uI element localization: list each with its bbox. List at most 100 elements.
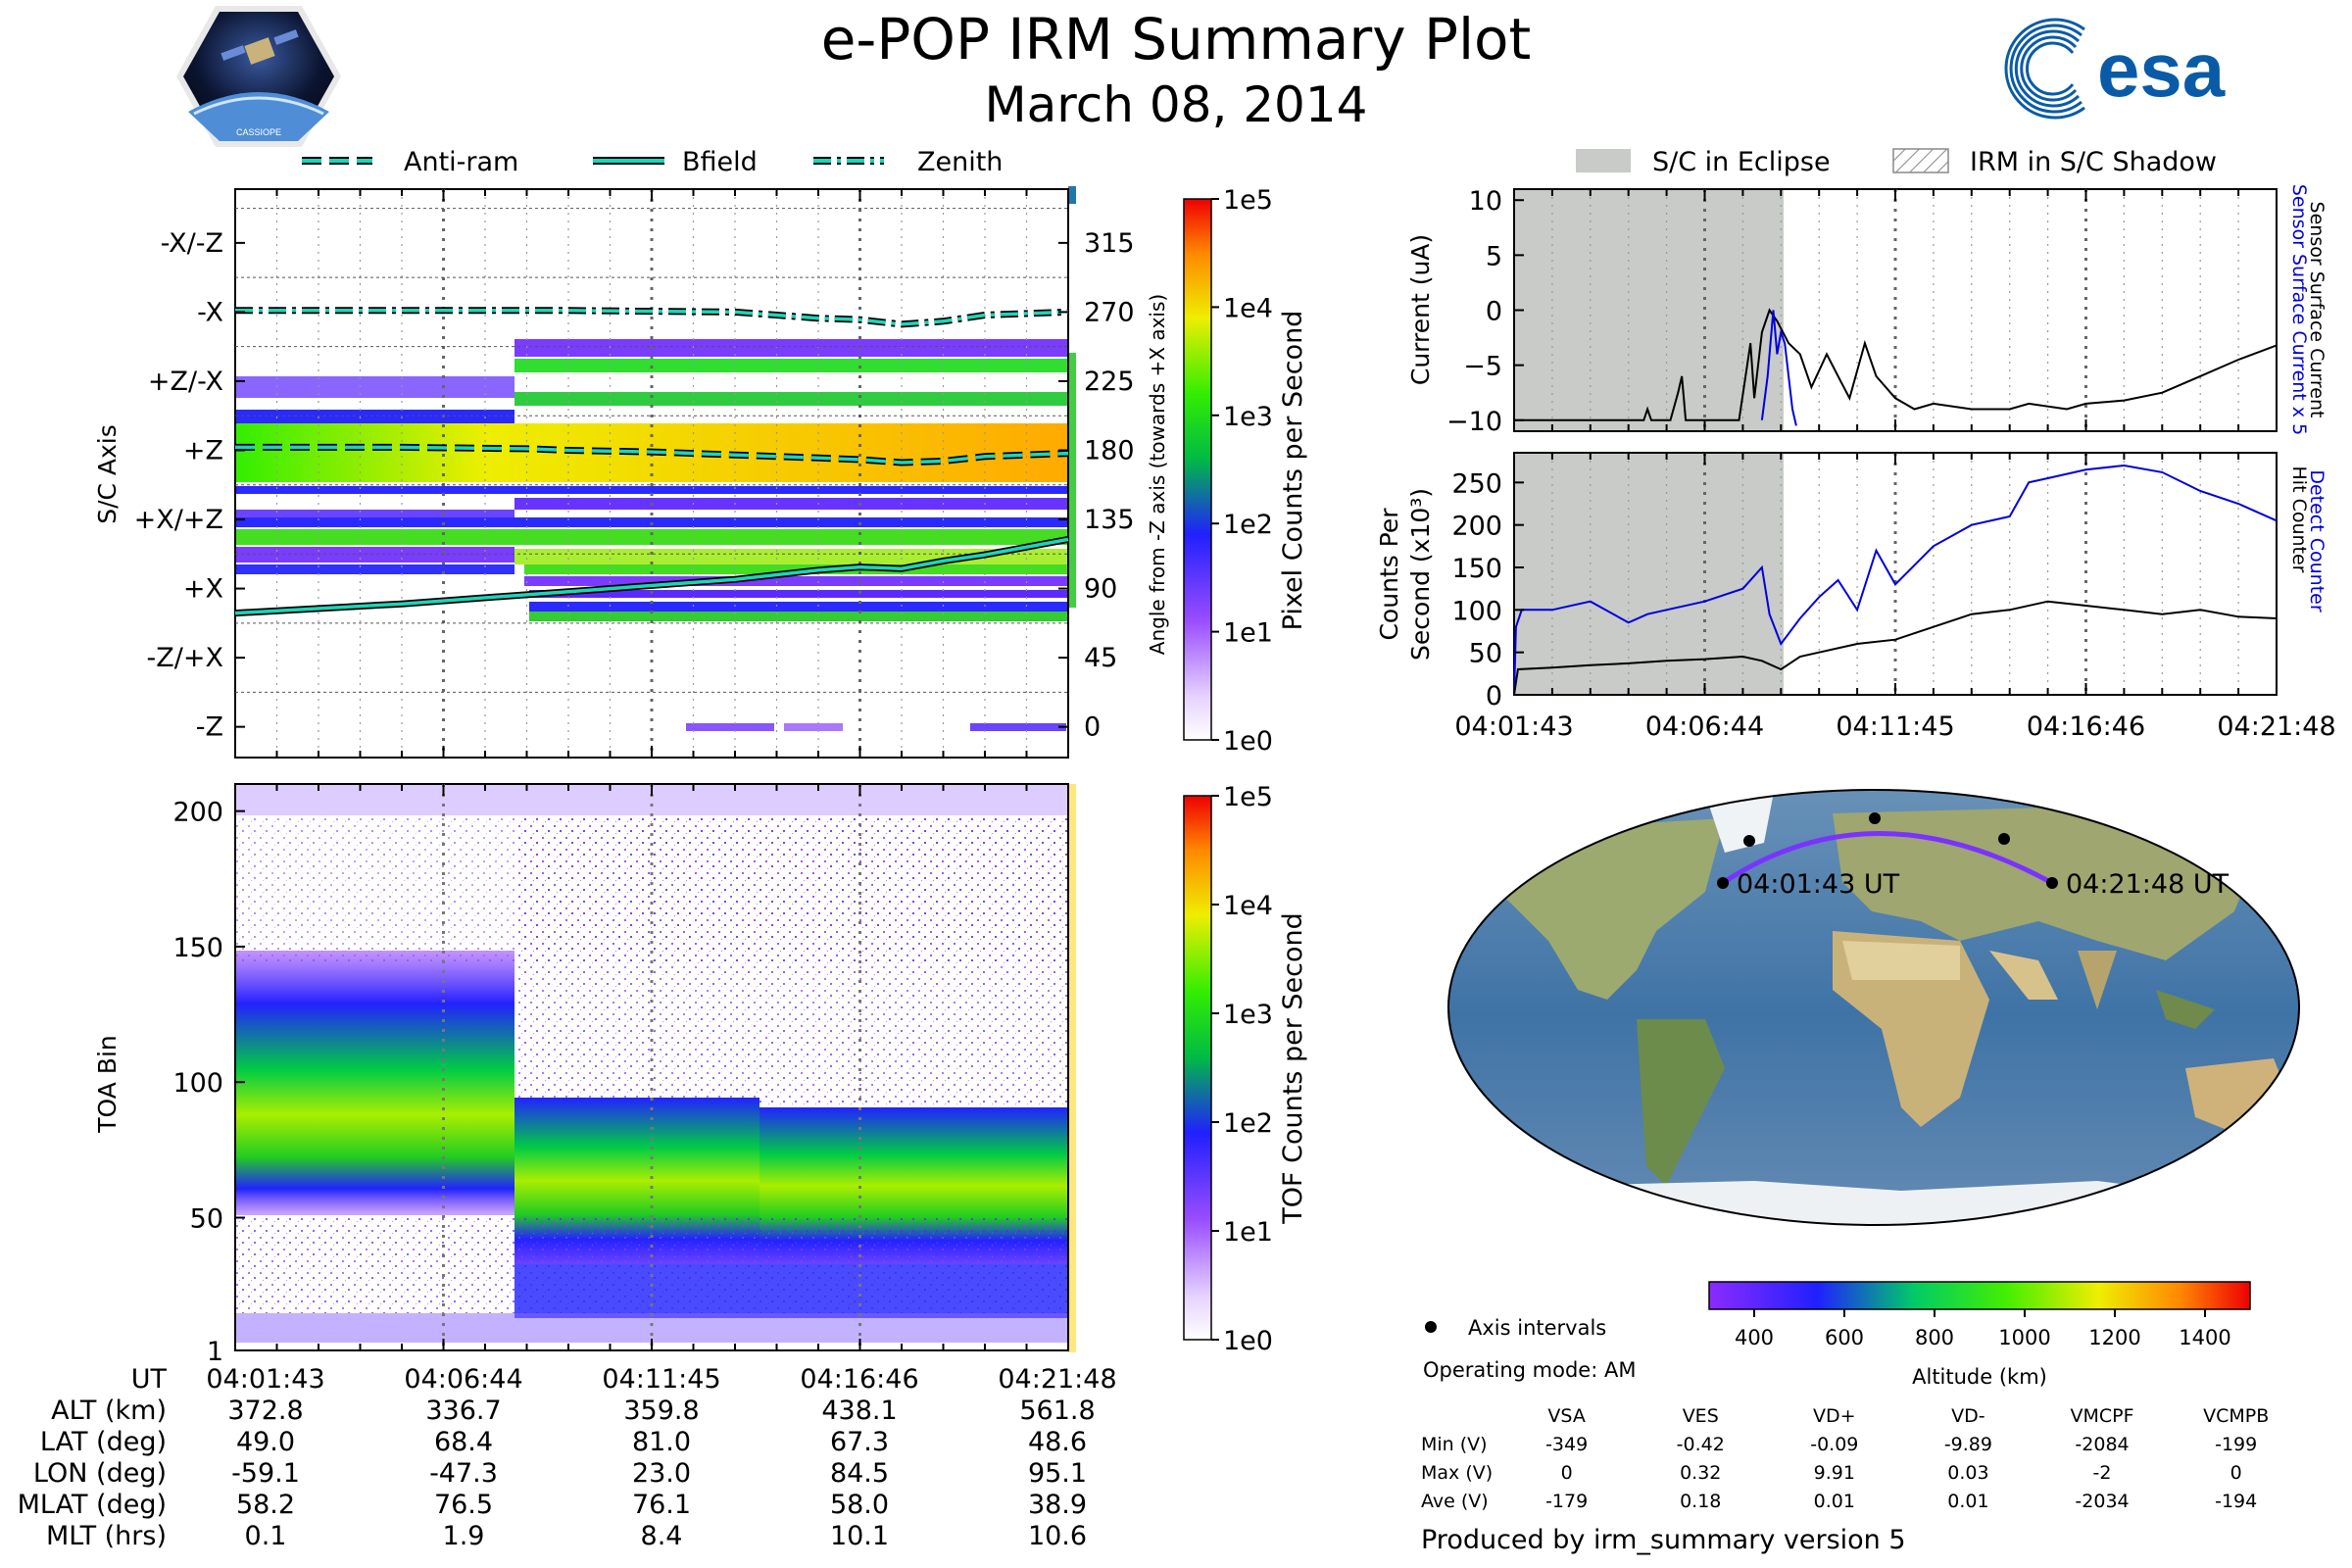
y2-tick-label: 0 <box>1084 712 1101 743</box>
cell: 0.01 <box>1813 1490 1855 1512</box>
y-tick-label: −5 <box>1463 352 1502 382</box>
operating-mode: Operating mode: AM <box>1423 1358 1637 1382</box>
cbar-tick-label: 1e1 <box>1223 1217 1273 1248</box>
y-tick-label: 100 <box>172 1068 223 1099</box>
cell: 76.1 <box>631 1490 692 1520</box>
cell: -59.1 <box>231 1458 300 1489</box>
y-tick-label: 50 <box>190 1203 223 1234</box>
legend-zenith: Zenith <box>917 147 1003 177</box>
track-end-label: 04:21:48 UT <box>2066 869 2230 900</box>
y-tick-label: 200 <box>1451 512 1502 542</box>
cbar-tick-label: 1e4 <box>1223 293 1273 323</box>
voltage-row-ave: Ave (V) -179 0.18 0.01 0.01 -2034 -194 <box>1421 1487 2303 1515</box>
cell: 10.6 <box>1027 1521 1088 1551</box>
cell: 04:16:46 <box>800 1364 919 1395</box>
cell: 0.01 <box>1947 1490 1989 1512</box>
cell: 1.9 <box>442 1521 485 1551</box>
y-tick-label: -X/-Z <box>161 228 223 259</box>
y-tick-label: +Z <box>183 435 223 466</box>
counts-right-label-blue: Detect Counter <box>2306 469 2328 612</box>
tof-colorbar <box>1183 795 1212 1341</box>
cell: 81.0 <box>631 1427 692 1457</box>
cell: 58.0 <box>829 1490 890 1520</box>
y-tick-label: 5 <box>1486 241 1502 271</box>
y-tick-label: 200 <box>172 798 223 828</box>
row-label: ALT (km) <box>51 1396 167 1426</box>
tof-colorbar-label: TOF Counts per Second <box>1278 912 1308 1225</box>
legend-shadow: IRM in S/C Shadow <box>1970 147 2217 177</box>
esa-logo-text: esa <box>2097 26 2226 113</box>
cell: 336.7 <box>425 1396 502 1426</box>
pixel-ylabel: S/C Axis <box>93 424 122 524</box>
cell: 04:21:48 <box>998 1364 1117 1395</box>
alt-tick-label: 1000 <box>1998 1326 2050 1349</box>
altitude-label: Altitude (km) <box>1912 1365 2047 1389</box>
cell: 0.18 <box>1680 1490 1722 1512</box>
y-tick-label: -Z/+X <box>147 643 223 673</box>
counts-ylabel-1: Counts Per <box>1375 508 1403 641</box>
cell: 38.9 <box>1027 1490 1088 1520</box>
track-start-label: 04:01:43 UT <box>1737 869 1900 900</box>
current-right-label-black: Sensor Surface Current <box>2306 202 2328 418</box>
voltage-header: VES <box>1682 1404 1719 1427</box>
tof-heatmap-bands <box>235 784 1076 1352</box>
cell: -199 <box>2215 1433 2258 1455</box>
cell: 359.8 <box>623 1396 700 1426</box>
row-label: LON (deg) <box>32 1458 167 1489</box>
row-label: Ave (V) <box>1421 1490 1489 1512</box>
cbar-tick-label: 1e1 <box>1223 618 1273 649</box>
x-tick-label: 04:16:46 <box>2027 711 2145 742</box>
row-label: MLAT (deg) <box>17 1490 167 1520</box>
eclipse-legend: S/C in Eclipse IRM in S/C Shadow <box>1576 147 2217 177</box>
current-right-label-blue: Sensor Surface Current x 5 <box>2288 184 2310 435</box>
y2-tick-label: 315 <box>1084 228 1135 259</box>
counts-right-label-black: Hit Counter <box>2288 466 2310 573</box>
cbar-tick-label: 1e2 <box>1223 510 1273 540</box>
y-tick-label: -Z <box>196 712 223 743</box>
cell: 04:11:45 <box>602 1364 721 1395</box>
axis-interval-marker <box>1425 1321 1437 1333</box>
y-tick-label: 1 <box>207 1337 223 1367</box>
cbar-tick-label: 1e0 <box>1223 726 1273 757</box>
cell: 0 <box>2230 1461 2242 1484</box>
y-tick-label: +Z/-X <box>148 367 223 397</box>
cell: 438.1 <box>821 1396 898 1426</box>
alt-tick-label: 800 <box>1915 1326 1954 1349</box>
pixel-colorbar <box>1183 198 1212 741</box>
map-body <box>1448 790 2299 1225</box>
ephemeris-row-ut: UT 04:01:43 04:06:44 04:11:45 04:16:46 04:21… <box>0 1364 1156 1396</box>
cell: 49.0 <box>235 1427 296 1457</box>
y-tick-label: −10 <box>1446 407 1502 437</box>
y-tick-label: 0 <box>1486 681 1502 711</box>
counts-series-line <box>1513 600 2278 696</box>
cell: 8.4 <box>640 1521 683 1551</box>
cbar-tick-label: 1e3 <box>1223 1000 1273 1030</box>
alt-tick-label: 1400 <box>2179 1326 2230 1349</box>
track-point <box>1998 833 2010 845</box>
pixel-lines <box>234 307 1069 617</box>
cell: -2034 <box>2075 1490 2130 1512</box>
ephemeris-row-mlat: MLAT (deg) 58.2 76.5 76.1 58.0 38.9 <box>0 1490 1156 1521</box>
orbit-map: 04:01:43 UT 04:21:48 UT <box>1447 789 2300 1226</box>
track-point <box>1869 812 1881 824</box>
cell: 10.1 <box>829 1521 890 1551</box>
voltage-header: VMCPF <box>2070 1404 2134 1427</box>
cell: 9.91 <box>1813 1461 1855 1484</box>
cell: 95.1 <box>1027 1458 1088 1489</box>
current-series-line <box>1760 310 1797 426</box>
cbar-tick-label: 1e0 <box>1223 1326 1273 1356</box>
row-label: Max (V) <box>1421 1461 1494 1484</box>
ephemeris-row-lat: LAT (deg) 49.0 68.4 81.0 67.3 48.6 <box>0 1427 1156 1458</box>
cbar-tick-label: 1e5 <box>1223 185 1273 216</box>
cell: -194 <box>2215 1490 2258 1512</box>
y2-tick-label: 225 <box>1084 367 1135 397</box>
cell: 58.2 <box>235 1490 296 1520</box>
track-point <box>2046 877 2058 889</box>
pixel-axis-chart: -X/-Z -X +Z/-X +Z +X/+Z +X -Z/+X -Z 315 270 225 18… <box>93 185 1308 759</box>
produced-by: Produced by irm_summary version 5 <box>1421 1525 1906 1555</box>
y-tick-label: 0 <box>1486 297 1502 327</box>
cell: -349 <box>1545 1433 1589 1455</box>
voltage-header: VD+ <box>1813 1404 1856 1427</box>
cell: 04:01:43 <box>206 1364 325 1395</box>
